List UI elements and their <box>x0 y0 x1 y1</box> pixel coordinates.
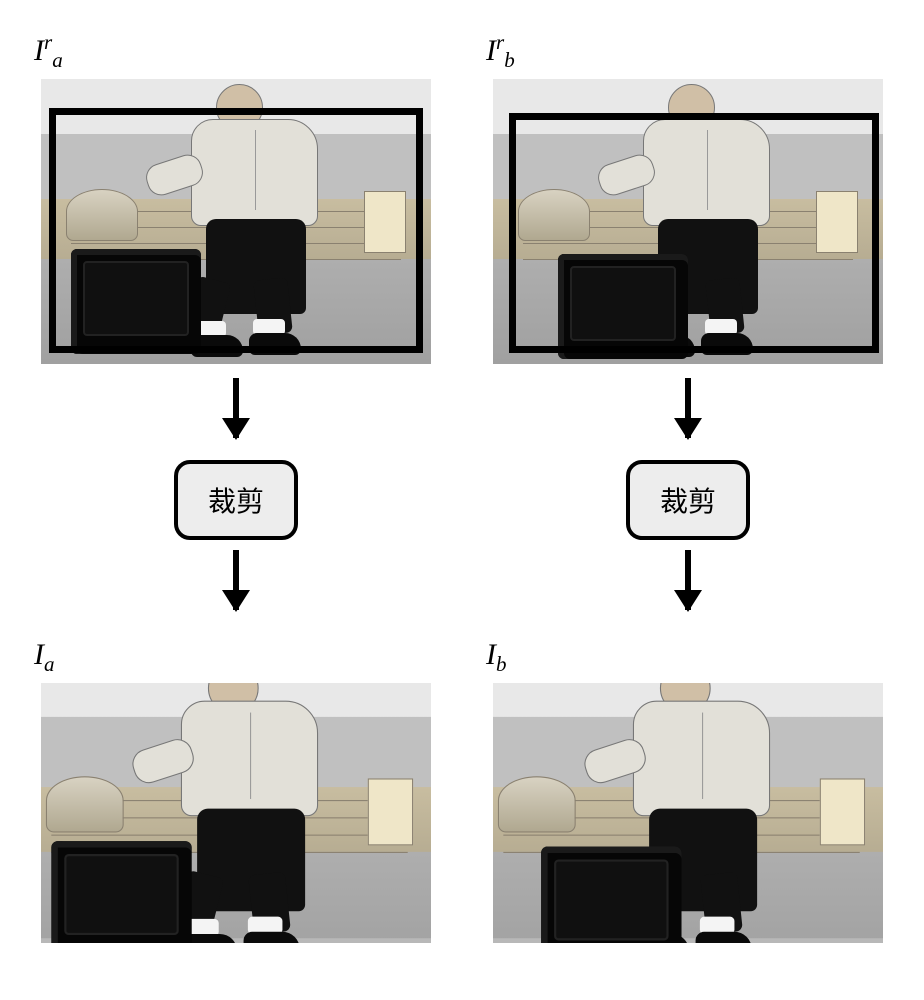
photo-placeholder <box>41 683 431 938</box>
arrow-a-1 <box>233 378 239 438</box>
image-Ib <box>493 683 883 943</box>
photo-placeholder <box>493 683 883 938</box>
column-b: Irb <box>482 30 894 943</box>
label-Ia-r: Ira <box>34 30 63 73</box>
image-Ia <box>41 683 431 943</box>
tvbox-b2 <box>541 846 681 943</box>
image-Ia-r <box>41 79 431 364</box>
arrow-b-1 <box>685 378 691 438</box>
photo-placeholder <box>41 79 431 364</box>
image-Ib-r <box>493 79 883 364</box>
tvbox-b <box>558 254 688 359</box>
label-Ia: Ia <box>34 638 55 677</box>
tvbox-a <box>71 249 201 354</box>
arrow-b-2 <box>685 550 691 610</box>
label-Ib-r: Irb <box>486 30 515 73</box>
crop-op-a: 裁剪 <box>174 460 298 540</box>
tvbox-a2 <box>51 841 191 943</box>
figure-container: Ira <box>30 30 894 943</box>
column-a: Ira <box>30 30 442 943</box>
label-Ib: Ib <box>486 638 507 677</box>
photo-placeholder <box>493 79 883 364</box>
arrow-a-2 <box>233 550 239 610</box>
crop-op-b: 裁剪 <box>626 460 750 540</box>
